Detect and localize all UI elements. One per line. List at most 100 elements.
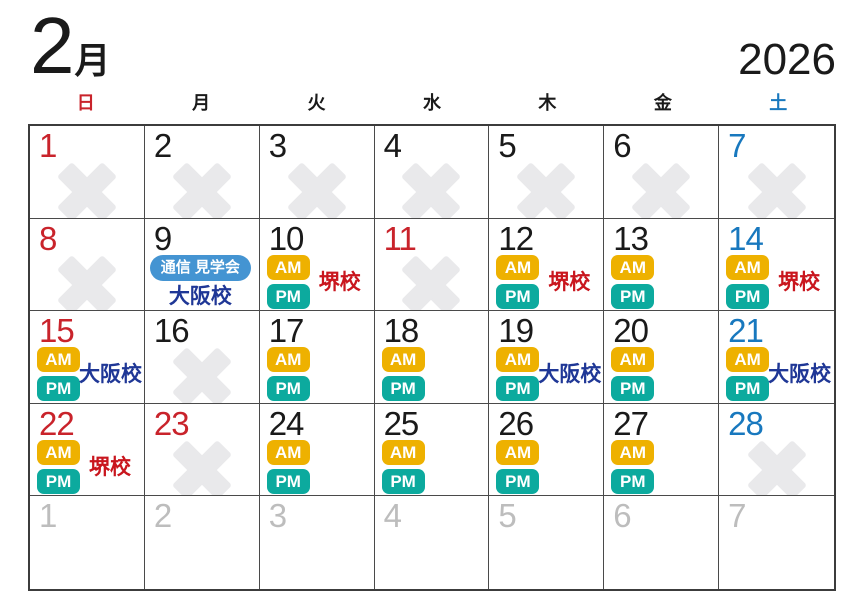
calendar-cell: 12 AM PM 堺校 — [489, 218, 605, 312]
school-label: 堺校 — [778, 270, 821, 294]
date-number: 3 — [268, 127, 287, 164]
date-number: 12 — [498, 219, 534, 257]
date-number: 17 — [268, 312, 305, 350]
date-number: 2 — [153, 497, 172, 535]
closed-x-icon — [56, 161, 118, 218]
closed-x-icon — [171, 347, 233, 403]
date-number: 26 — [498, 404, 534, 442]
date-number: 5 — [498, 127, 516, 164]
weekday-fri: 金 — [653, 93, 672, 113]
date-number: 11 — [383, 219, 417, 257]
date-number: 4 — [383, 127, 402, 164]
calendar-cell: 3 — [259, 126, 375, 219]
school-label: 大阪校 — [168, 284, 232, 308]
am-badge: AM — [496, 439, 540, 465]
calendar-cell: 2 — [144, 126, 260, 219]
date-number: 1 — [39, 497, 57, 535]
calendar-cell: 15 AM PM 大阪校 — [30, 311, 145, 404]
calendar-cell: 24 AM PM — [259, 403, 375, 497]
weekday-tue: 火 — [307, 93, 326, 113]
date-number: 7 — [728, 127, 746, 164]
am-badge: AM — [37, 439, 80, 465]
weekday-sun: 日 — [76, 93, 95, 113]
am-badge: AM — [611, 347, 655, 373]
closed-x-icon — [746, 161, 808, 218]
calendar-cell: 17 AM PM — [259, 311, 375, 404]
calendar-cell: 11 — [374, 218, 490, 312]
closed-x-icon — [286, 161, 348, 218]
date-number: 23 — [153, 404, 190, 442]
date-number: 24 — [268, 404, 305, 442]
school-label: 大阪校 — [768, 363, 832, 387]
calendar-cell: 4 — [374, 126, 490, 219]
date-number: 15 — [39, 312, 75, 350]
date-number: 6 — [613, 497, 631, 535]
date-number: 21 — [728, 312, 764, 350]
calendar-cell: 6 — [604, 496, 720, 589]
calendar-cell: 26 AM PM — [489, 403, 605, 497]
date-number: 2 — [153, 127, 172, 164]
date-number: 20 — [613, 312, 649, 350]
closed-x-icon — [56, 254, 118, 311]
calendar-cell: 18 AM PM — [374, 311, 490, 404]
calendar-cell: 4 — [375, 496, 490, 589]
month-unit: 月 — [74, 40, 111, 81]
am-badge: AM — [726, 347, 770, 373]
closed-x-icon — [171, 161, 233, 218]
date-number: 7 — [728, 497, 746, 535]
calendar-cell: 25 AM PM — [374, 403, 490, 497]
pm-badge: PM — [37, 376, 80, 402]
calendar-grid: 1 2 3 4 5 6 7 8 9 通信 見学会 大阪校 10 AM PM 堺校 11 12 AM PM 堺校 13 AM… — [28, 124, 836, 591]
calendar-cell: 5 — [489, 126, 605, 219]
calendar-cell: 1 — [30, 126, 145, 219]
am-badge: AM — [266, 254, 310, 280]
closed-x-icon — [400, 161, 462, 218]
calendar-cell: 7 — [719, 126, 834, 219]
calendar-cell: 10 AM PM 堺校 — [259, 218, 375, 312]
date-number: 22 — [39, 404, 75, 442]
date-number: 3 — [268, 497, 287, 535]
school-label: 堺校 — [318, 270, 361, 294]
date-number: 8 — [39, 219, 57, 257]
am-badge: AM — [37, 347, 80, 373]
calendar-cell: 14 AM PM 堺校 — [719, 219, 834, 312]
pm-badge: PM — [381, 376, 425, 402]
date-number: 28 — [728, 404, 764, 442]
pm-badge: PM — [611, 468, 655, 494]
school-label: 大阪校 — [79, 363, 142, 387]
date-number: 1 — [39, 127, 57, 164]
calendar-cell: 3 — [260, 496, 375, 589]
calendar-cell: 13 AM PM — [604, 218, 720, 312]
calendar-cell: 1 — [30, 496, 145, 589]
date-number: 18 — [383, 312, 420, 350]
date-number: 4 — [383, 497, 402, 535]
date-number: 14 — [728, 219, 764, 257]
am-badge: AM — [496, 347, 540, 373]
am-badge: AM — [266, 439, 310, 465]
closed-x-icon — [746, 439, 808, 496]
weekday-thu: 木 — [538, 93, 557, 113]
am-badge: AM — [726, 254, 770, 280]
closed-x-icon — [630, 161, 692, 218]
date-number: 16 — [153, 312, 190, 350]
pm-badge: PM — [496, 468, 540, 494]
tour-badge: 通信 見学会 — [149, 254, 251, 281]
pm-badge: PM — [37, 468, 80, 494]
calendar-cell: 9 通信 見学会 大阪校 — [144, 218, 260, 312]
am-badge: AM — [266, 347, 310, 373]
weekday-wed: 水 — [422, 93, 441, 113]
pm-badge: PM — [266, 283, 310, 309]
month-title: 2月 — [30, 6, 111, 86]
calendar-cell: 27 AM PM — [604, 403, 720, 497]
date-number: 9 — [153, 219, 172, 257]
am-badge: AM — [496, 254, 540, 280]
pm-badge: PM — [266, 376, 310, 402]
pm-badge: PM — [726, 283, 770, 309]
closed-x-icon — [515, 161, 577, 218]
date-number: 6 — [613, 127, 631, 164]
weekday-mon: 月 — [192, 93, 211, 113]
school-label: 堺校 — [548, 270, 591, 294]
am-badge: AM — [611, 439, 655, 465]
weekday-header-row: 日 月 火 水 木 金 土 — [28, 94, 836, 112]
